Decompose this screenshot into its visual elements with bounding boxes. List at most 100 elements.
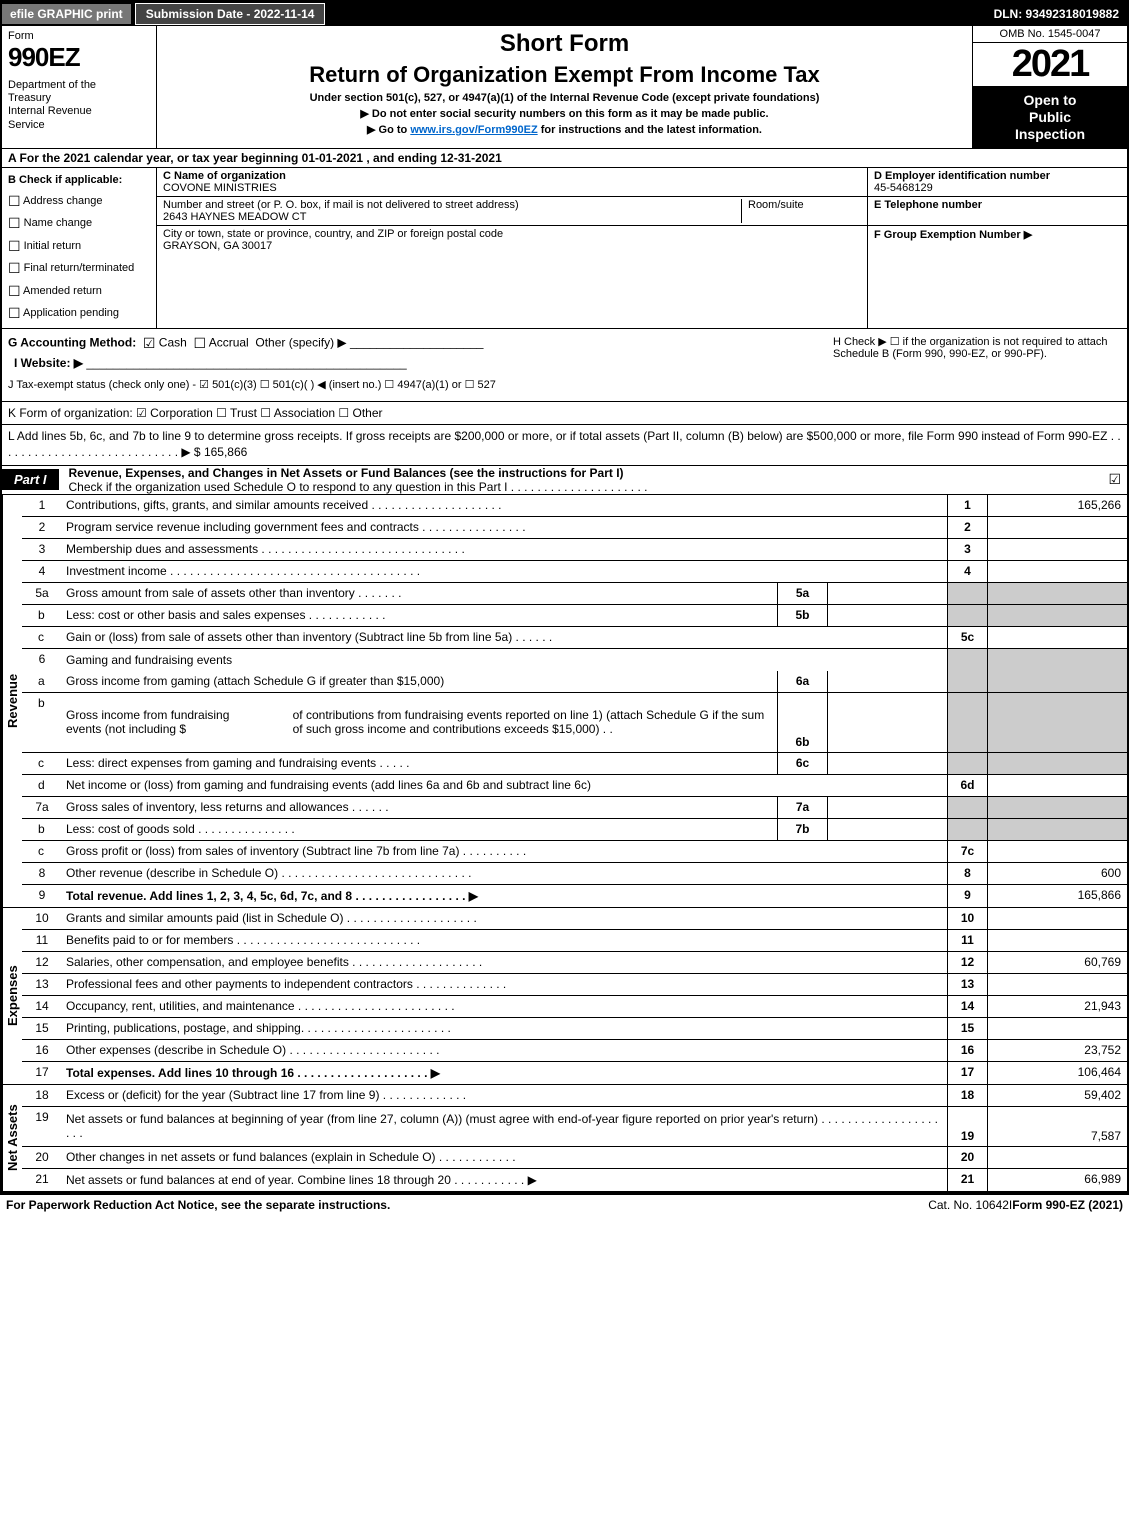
row-i-website: I Website: ▶ ___________________________… bbox=[8, 352, 821, 374]
f-label: F Group Exemption Number ▶ bbox=[874, 229, 1032, 241]
header-bar: efile GRAPHIC print Submission Date - 20… bbox=[2, 2, 1127, 26]
row-g-accounting: G Accounting Method: ☑ Cash ☐ Accrual Ot… bbox=[2, 329, 1127, 402]
form-990ez-page: efile GRAPHIC print Submission Date - 20… bbox=[0, 0, 1129, 1195]
chk-amended-return[interactable]: ☐ Amended return bbox=[8, 280, 150, 302]
main-title: Return of Organization Exempt From Incom… bbox=[167, 62, 962, 88]
chk-application-pending[interactable]: ☐ Application pending bbox=[8, 302, 150, 324]
form-number: 990EZ bbox=[8, 42, 150, 73]
efile-label: efile GRAPHIC print bbox=[2, 4, 131, 24]
footer-left: For Paperwork Reduction Act Notice, see … bbox=[6, 1198, 728, 1212]
line-5a: 5a Gross amount from sale of assets othe… bbox=[22, 583, 1127, 605]
row-l-gross-receipts: L Add lines 5b, 6c, and 7b to line 9 to … bbox=[2, 425, 1127, 465]
expenses-section: Expenses 10 Grants and similar amounts p… bbox=[2, 908, 1127, 1085]
form-label: Form bbox=[8, 30, 150, 42]
e-telephone: E Telephone number bbox=[868, 197, 1127, 226]
column-def: D Employer identification number 45-5468… bbox=[867, 168, 1127, 328]
c-city-label: City or town, state or province, country… bbox=[163, 228, 503, 240]
line-9: 9 Total revenue. Add lines 1, 2, 3, 4, 5… bbox=[22, 885, 1127, 907]
line-13: 13 Professional fees and other payments … bbox=[22, 974, 1127, 996]
b-label: B Check if applicable: bbox=[8, 174, 122, 186]
chk-name-change[interactable]: ☐ Name change bbox=[8, 212, 150, 234]
line-21: 21 Net assets or fund balances at end of… bbox=[22, 1169, 1127, 1191]
chk-accrual[interactable]: ☐ bbox=[193, 335, 206, 351]
cell-street: Number and street (or P. O. box, if mail… bbox=[157, 197, 867, 226]
net-assets-section: Net Assets 18 Excess or (deficit) for th… bbox=[2, 1085, 1127, 1193]
footer-right: Form 990-EZ (2021) bbox=[1012, 1198, 1123, 1212]
line-6b: b Gross income from fundraising events (… bbox=[22, 693, 1127, 753]
chk-cash[interactable]: ☑ bbox=[143, 335, 156, 351]
line-1: 1 Contributions, gifts, grants, and simi… bbox=[22, 495, 1127, 517]
h-check: H Check ▶ ☐ if the organization is not r… bbox=[821, 335, 1121, 360]
l-text: L Add lines 5b, 6c, and 7b to line 9 to … bbox=[8, 429, 1121, 459]
l-value: 165,866 bbox=[204, 445, 247, 459]
part-1-tab: Part I bbox=[2, 469, 59, 490]
irs-link[interactable]: www.irs.gov/Form990EZ bbox=[410, 124, 537, 136]
chk-final-return[interactable]: ☐ Final return/terminated bbox=[8, 257, 150, 279]
open-inspection-box: Open toPublicInspection bbox=[973, 86, 1127, 148]
line-16: 16 Other expenses (describe in Schedule … bbox=[22, 1040, 1127, 1062]
line-14: 14 Occupancy, rent, utilities, and maint… bbox=[22, 996, 1127, 1018]
subtitle-3: ▶ Go to www.irs.gov/Form990EZ for instru… bbox=[167, 123, 962, 136]
column-c-org-info: C Name of organization COVONE MINISTRIES… bbox=[157, 168, 867, 328]
revenue-section: Revenue 1 Contributions, gifts, grants, … bbox=[2, 495, 1127, 908]
sub3-prefix: ▶ Go to bbox=[367, 124, 410, 136]
dept-label: Department of theTreasuryInternal Revenu… bbox=[8, 79, 150, 132]
section-bcdef: B Check if applicable: ☐ Address change … bbox=[2, 168, 1127, 329]
line-18: 18 Excess or (deficit) for the year (Sub… bbox=[22, 1085, 1127, 1107]
sub3-suffix: for instructions and the latest informat… bbox=[538, 124, 762, 136]
short-form-title: Short Form bbox=[167, 30, 962, 58]
part-1-title: Revenue, Expenses, and Changes in Net As… bbox=[59, 466, 1109, 494]
c-name-value: COVONE MINISTRIES bbox=[163, 182, 277, 194]
f-group-exemption: F Group Exemption Number ▶ bbox=[868, 226, 1127, 255]
dln-number: DLN: 93492318019882 bbox=[994, 7, 1127, 21]
title-right-box: OMB No. 1545-0047 2021 Open toPublicInsp… bbox=[972, 26, 1127, 148]
d-label: D Employer identification number bbox=[874, 170, 1050, 182]
d-value: 45-5468129 bbox=[874, 182, 933, 194]
c-street-label: Number and street (or P. O. box, if mail… bbox=[163, 199, 519, 211]
expenses-label: Expenses bbox=[2, 908, 22, 1084]
c-name-label: C Name of organization bbox=[163, 170, 286, 182]
line-19: 19 Net assets or fund balances at beginn… bbox=[22, 1107, 1127, 1147]
part-1-checkbox[interactable]: ☑ bbox=[1108, 471, 1127, 488]
line-4: 4 Investment income . . . . . . . . . . … bbox=[22, 561, 1127, 583]
chk-initial-return[interactable]: ☐ Initial return bbox=[8, 235, 150, 257]
line-17: 17 Total expenses. Add lines 10 through … bbox=[22, 1062, 1127, 1084]
line-6d: d Net income or (loss) from gaming and f… bbox=[22, 775, 1127, 797]
part-1-sub: Check if the organization used Schedule … bbox=[69, 480, 648, 494]
line-11: 11 Benefits paid to or for members . . .… bbox=[22, 930, 1127, 952]
line-3: 3 Membership dues and assessments . . . … bbox=[22, 539, 1127, 561]
line-7b: b Less: cost of goods sold . . . . . . .… bbox=[22, 819, 1127, 841]
line-15: 15 Printing, publications, postage, and … bbox=[22, 1018, 1127, 1040]
page-footer: For Paperwork Reduction Act Notice, see … bbox=[0, 1195, 1129, 1215]
line-8: 8 Other revenue (describe in Schedule O)… bbox=[22, 863, 1127, 885]
part-1-header: Part I Revenue, Expenses, and Changes in… bbox=[2, 466, 1127, 495]
room-suite-label: Room/suite bbox=[741, 199, 861, 223]
line-12: 12 Salaries, other compensation, and emp… bbox=[22, 952, 1127, 974]
row-j-tax-status: J Tax-exempt status (check only one) - ☑… bbox=[8, 374, 821, 395]
form-id-box: Form 990EZ Department of theTreasuryInte… bbox=[2, 26, 157, 148]
cell-org-name: C Name of organization COVONE MINISTRIES bbox=[157, 168, 867, 197]
title-center: Short Form Return of Organization Exempt… bbox=[157, 26, 972, 148]
subtitle-2: ▶ Do not enter social security numbers o… bbox=[167, 107, 962, 120]
line-10: 10 Grants and similar amounts paid (list… bbox=[22, 908, 1127, 930]
omb-number: OMB No. 1545-0047 bbox=[973, 26, 1127, 43]
line-7c: c Gross profit or (loss) from sales of i… bbox=[22, 841, 1127, 863]
line-20: 20 Other changes in net assets or fund b… bbox=[22, 1147, 1127, 1169]
line-5c: c Gain or (loss) from sale of assets oth… bbox=[22, 627, 1127, 649]
line-6a: a Gross income from gaming (attach Sched… bbox=[22, 671, 1127, 693]
d-ein: D Employer identification number 45-5468… bbox=[868, 168, 1127, 197]
line-5b: b Less: cost or other basis and sales ex… bbox=[22, 605, 1127, 627]
cell-city: City or town, state or province, country… bbox=[157, 226, 867, 254]
row-k-org-form: K Form of organization: ☑ Corporation ☐ … bbox=[2, 402, 1127, 425]
row-a-text: A For the 2021 calendar year, or tax yea… bbox=[8, 151, 502, 165]
chk-address-change[interactable]: ☐ Address change bbox=[8, 190, 150, 212]
line-2: 2 Program service revenue including gove… bbox=[22, 517, 1127, 539]
submission-date: Submission Date - 2022-11-14 bbox=[135, 3, 326, 25]
line-6: 6 Gaming and fundraising events bbox=[22, 649, 1127, 671]
revenue-label: Revenue bbox=[2, 495, 22, 907]
subtitle-1: Under section 501(c), 527, or 4947(a)(1)… bbox=[167, 92, 962, 104]
g-other: Other (specify) ▶ bbox=[255, 336, 346, 350]
footer-mid: Cat. No. 10642I bbox=[928, 1198, 1012, 1212]
line-6c: c Less: direct expenses from gaming and … bbox=[22, 753, 1127, 775]
net-assets-label: Net Assets bbox=[2, 1085, 22, 1191]
